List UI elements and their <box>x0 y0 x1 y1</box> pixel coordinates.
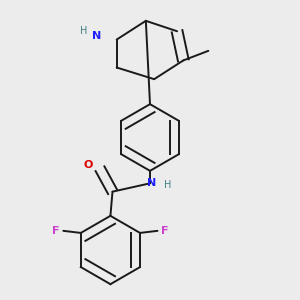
Text: H: H <box>80 26 88 36</box>
Text: N: N <box>148 178 157 188</box>
Text: O: O <box>84 160 93 170</box>
Text: H: H <box>164 180 171 190</box>
Text: F: F <box>161 226 169 236</box>
Text: N: N <box>92 31 101 41</box>
Text: F: F <box>52 226 60 236</box>
